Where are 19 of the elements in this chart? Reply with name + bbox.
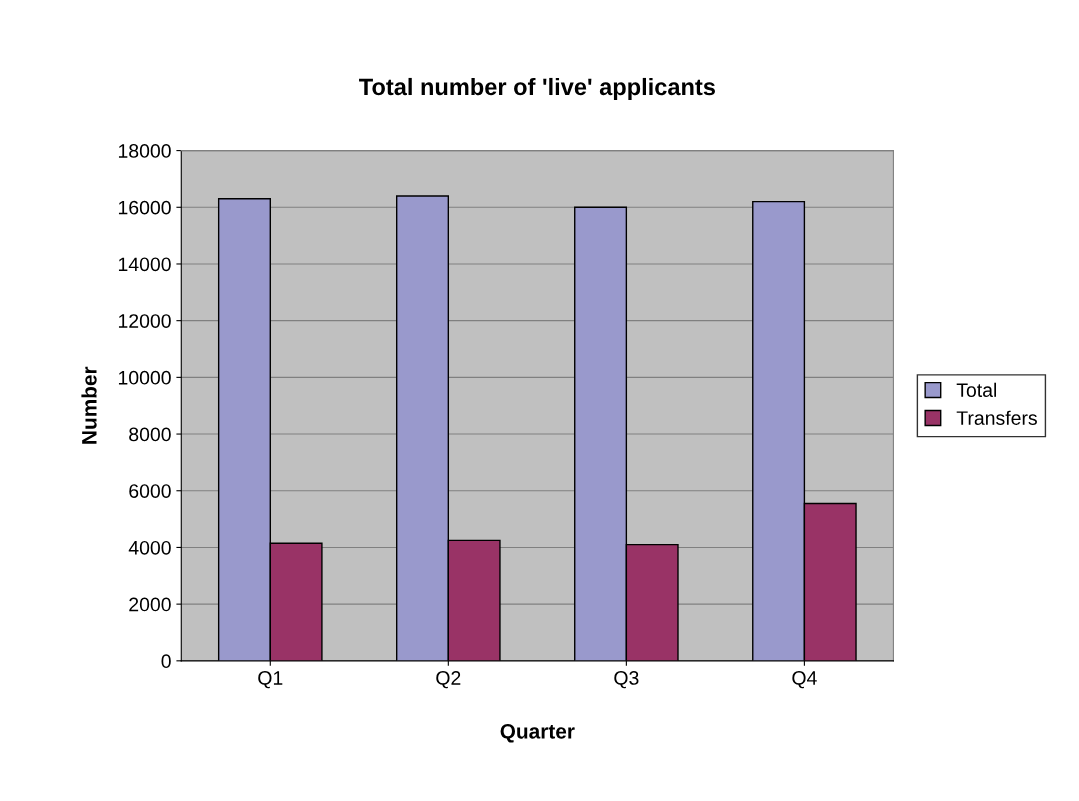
x-tick-label: Q2 — [436, 671, 461, 689]
x-tick-label: Q4 — [792, 671, 817, 689]
y-tick-label: 0 — [161, 654, 171, 669]
y-tick-label: 6000 — [129, 484, 171, 498]
y-tick-label: 14000 — [118, 257, 171, 272]
y-axis-title: Number — [81, 366, 97, 444]
chart-title: Total number of 'live' applicants — [359, 77, 715, 100]
x-tick-label: Q3 — [614, 671, 639, 689]
legend-label: Transfers — [956, 410, 1037, 425]
y-tick-label: 4000 — [128, 540, 171, 555]
y-tick-label: 12000 — [118, 314, 171, 328]
x-axis-title: Quarter — [500, 723, 575, 743]
x-tick-label: Q1 — [258, 671, 283, 689]
legend-label: Total — [956, 382, 997, 397]
y-tick-label: 8000 — [129, 427, 171, 442]
y-tick-label: 18000 — [118, 144, 171, 158]
y-tick-label: 2000 — [129, 597, 171, 612]
y-tick-label: 10000 — [118, 370, 171, 385]
y-tick-label: 16000 — [118, 200, 171, 215]
